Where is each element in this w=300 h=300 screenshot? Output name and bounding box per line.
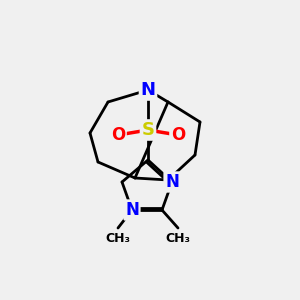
Text: N: N	[165, 173, 179, 191]
Text: CH₃: CH₃	[166, 232, 190, 245]
Text: O: O	[171, 126, 185, 144]
Text: N: N	[125, 201, 139, 219]
Text: S: S	[142, 121, 154, 139]
Text: N: N	[140, 81, 155, 99]
Text: O: O	[111, 126, 125, 144]
Text: CH₃: CH₃	[106, 232, 130, 245]
